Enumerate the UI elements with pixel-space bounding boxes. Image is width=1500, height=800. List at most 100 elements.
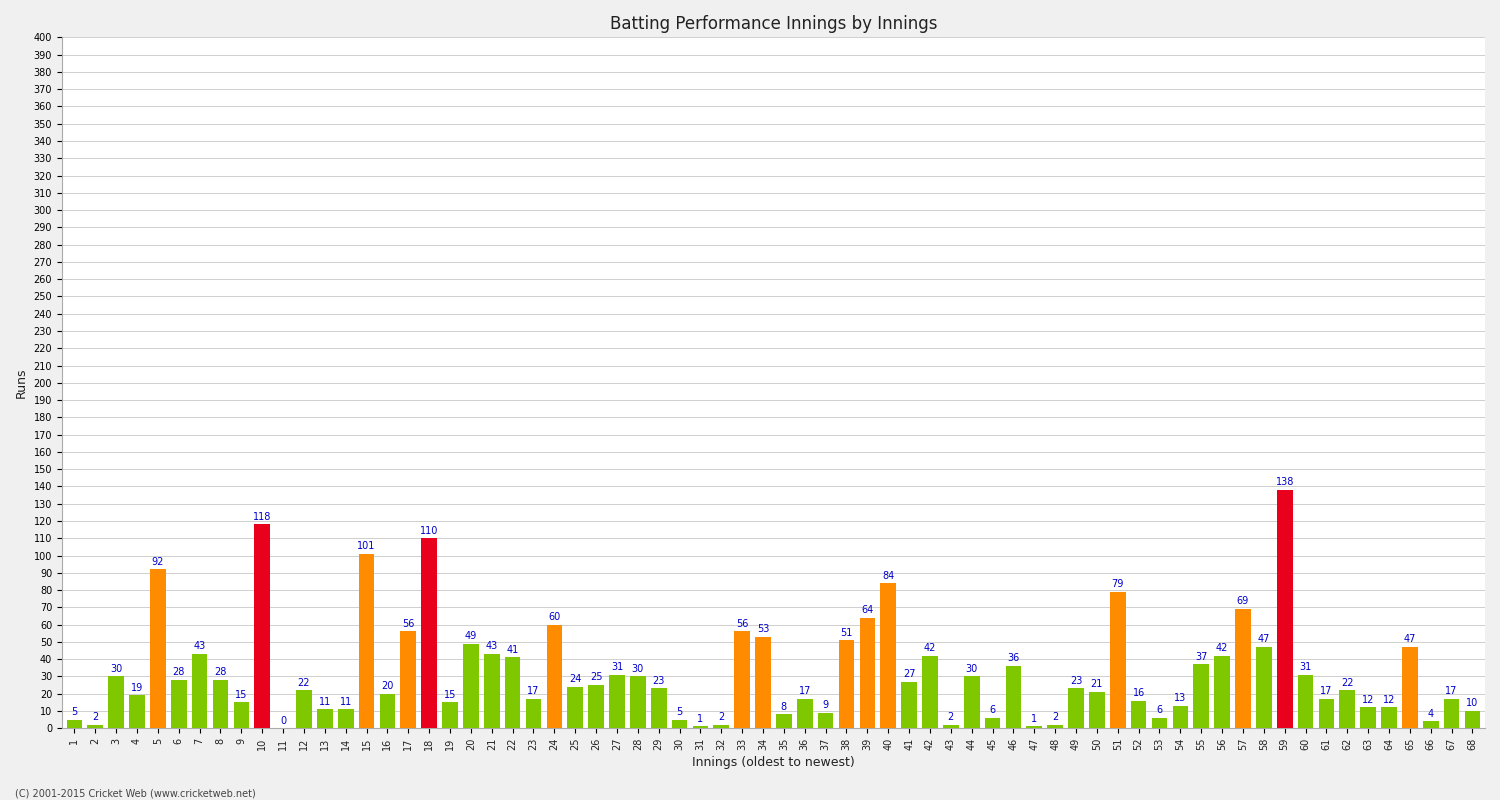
Bar [1402,647,1417,728]
Bar [484,654,500,728]
Bar [776,714,792,728]
Text: 49: 49 [465,631,477,641]
Text: 110: 110 [420,526,438,536]
Bar [1444,699,1460,728]
Bar [1215,656,1230,728]
Text: 28: 28 [214,667,226,678]
Text: 6: 6 [1156,706,1162,715]
Text: 43: 43 [194,642,206,651]
Text: 24: 24 [568,674,582,684]
Text: 19: 19 [130,683,142,693]
Text: 92: 92 [152,557,164,566]
Text: 37: 37 [1196,652,1208,662]
Text: 31: 31 [1299,662,1311,672]
Bar [1234,609,1251,728]
Text: 11: 11 [339,697,352,706]
Bar [1318,699,1334,728]
Bar [358,554,375,728]
Bar [1089,692,1104,728]
Text: 0: 0 [280,716,286,726]
Bar [651,689,666,728]
Bar [171,680,186,728]
Text: 118: 118 [254,512,272,522]
Bar [400,631,416,728]
Text: 9: 9 [822,700,828,710]
Text: 1: 1 [698,714,703,724]
Text: 56: 56 [736,619,748,629]
Text: 6: 6 [990,706,996,715]
Bar [754,637,771,728]
Text: 30: 30 [110,664,123,674]
Bar [1068,689,1084,728]
Text: 22: 22 [297,678,310,688]
Bar [1110,592,1125,728]
Bar [442,702,458,728]
Bar [922,656,938,728]
Text: 17: 17 [528,686,540,696]
Bar [66,719,82,728]
Bar [1152,718,1167,728]
Bar [859,618,874,728]
Text: 28: 28 [172,667,184,678]
Text: 2: 2 [948,712,954,722]
Text: 15: 15 [236,690,248,700]
Text: 17: 17 [1446,686,1458,696]
Text: 5: 5 [72,707,78,717]
Text: 23: 23 [1070,676,1082,686]
Text: 2: 2 [92,712,99,722]
Bar [1047,725,1064,728]
Bar [338,710,354,728]
Bar [1173,706,1188,728]
Bar [1026,726,1042,728]
Text: 69: 69 [1238,597,1250,606]
Text: 43: 43 [486,642,498,651]
Bar [796,699,813,728]
Title: Batting Performance Innings by Innings: Batting Performance Innings by Innings [609,15,938,33]
Bar [213,680,228,728]
Text: 15: 15 [444,690,456,700]
Text: 42: 42 [1216,643,1228,653]
Text: 12: 12 [1383,695,1395,705]
Bar [735,631,750,728]
Text: 30: 30 [966,664,978,674]
Bar [192,654,207,728]
Bar [1382,707,1396,728]
Bar [129,695,146,728]
Text: 10: 10 [1467,698,1479,708]
Bar [108,677,124,728]
Bar [609,674,625,728]
Text: (C) 2001-2015 Cricket Web (www.cricketweb.net): (C) 2001-2015 Cricket Web (www.cricketwe… [15,788,255,798]
Bar [87,725,104,728]
Text: 27: 27 [903,669,915,679]
Bar [818,713,834,728]
Text: 4: 4 [1428,709,1434,718]
Bar [525,699,542,728]
Bar [234,702,249,728]
Text: 22: 22 [1341,678,1353,688]
Y-axis label: Runs: Runs [15,367,28,398]
Bar [944,725,958,728]
Bar [839,640,855,728]
X-axis label: Innings (oldest to newest): Innings (oldest to newest) [692,756,855,769]
Text: 12: 12 [1362,695,1374,705]
Bar [714,725,729,728]
Text: 25: 25 [590,673,603,682]
Text: 42: 42 [924,643,936,653]
Text: 2: 2 [1052,712,1059,722]
Text: 64: 64 [861,605,873,615]
Bar [1276,490,1293,728]
Bar [316,710,333,728]
Text: 31: 31 [610,662,622,672]
Text: 17: 17 [798,686,812,696]
Bar [296,690,312,728]
Bar [546,625,562,728]
Text: 5: 5 [676,707,682,717]
Bar [588,685,604,728]
Bar [630,677,645,728]
Bar [150,570,165,728]
Text: 56: 56 [402,619,414,629]
Text: 8: 8 [782,702,788,712]
Text: 47: 47 [1404,634,1416,645]
Text: 84: 84 [882,570,894,581]
Bar [1256,647,1272,728]
